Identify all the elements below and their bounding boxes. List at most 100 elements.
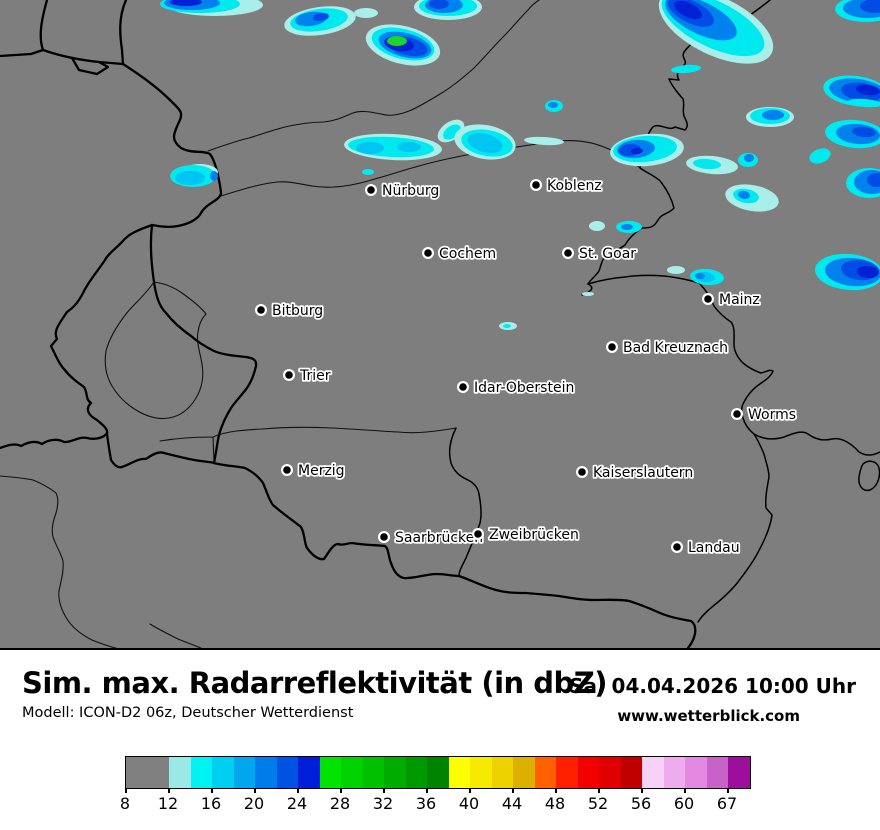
- legend-segment: [642, 757, 664, 788]
- city-label: Worms: [748, 407, 796, 423]
- legend-segment: [319, 757, 341, 788]
- radar-echo: [674, 0, 702, 20]
- website-url: www.wetterblick.com: [617, 707, 800, 725]
- radar-map: Nürburg Koblenz Cochem St. Goar Bitburg Mainz…: [0, 0, 880, 650]
- city-dot: [578, 468, 586, 476]
- city-label: Koblenz: [547, 178, 602, 194]
- radar-echo: [356, 142, 384, 154]
- legend-segment: [255, 757, 277, 788]
- radar-echo: [524, 136, 564, 146]
- city-label: Mainz: [719, 292, 760, 308]
- city-dot: [608, 343, 616, 351]
- legend-tick-label: 52: [587, 794, 609, 813]
- city-label: Bitburg: [272, 303, 323, 319]
- radar-echo: [210, 171, 218, 181]
- radar-echo: [738, 190, 750, 200]
- legend-tick-label: 48: [544, 794, 566, 813]
- city-label: Zweibrücken: [489, 527, 579, 543]
- radar-echo: [548, 102, 558, 108]
- legend-tick-mark: [598, 788, 600, 793]
- radar-echo: [631, 147, 643, 155]
- border-path: [121, 62, 223, 228]
- legend-segment: [513, 757, 535, 788]
- legend-tick-mark: [684, 788, 686, 793]
- border-path: [207, 0, 540, 152]
- radar-echo: [354, 8, 378, 18]
- legend-segment: [620, 757, 642, 788]
- legend-segment: [448, 757, 470, 788]
- border-path: [149, 623, 203, 648]
- city-dot: [380, 533, 388, 541]
- border-path: [104, 281, 207, 420]
- radar-echo: [387, 36, 407, 46]
- legend-tick-mark: [383, 788, 385, 793]
- legend-tick-label: 12: [157, 794, 179, 813]
- legend-tick-label: 32: [372, 794, 394, 813]
- legend-segment: [126, 757, 169, 788]
- legend-segment: [276, 757, 298, 788]
- city-label: Kaiserslautern: [593, 465, 693, 481]
- city-label: Bad Kreuznach: [623, 340, 728, 356]
- border-path: [587, 274, 774, 623]
- legend-segment: [556, 757, 578, 788]
- title-bar: Sim. max. Radarreflektivität (in dbZ) Mo…: [0, 650, 880, 742]
- border-path: [105, 431, 216, 469]
- legend-tick-label: 56: [630, 794, 652, 813]
- legend-segment: [706, 757, 728, 788]
- radar-echo: [671, 64, 701, 74]
- city-dot: [532, 181, 540, 189]
- legend-tick-label: 40: [458, 794, 480, 813]
- city-label: Cochem: [439, 246, 496, 262]
- city-label: Idar-Oberstein: [474, 380, 574, 396]
- city-dot: [283, 466, 291, 474]
- radar-echo: [621, 224, 633, 230]
- legend-segment: [362, 757, 384, 788]
- legend-tick-mark: [512, 788, 514, 793]
- legend-segment: [427, 757, 449, 788]
- radar-echo: [809, 148, 831, 164]
- legend-tick-label: 16: [200, 794, 222, 813]
- legend-segment: [534, 757, 556, 788]
- radar-echo: [667, 266, 685, 274]
- radar-echo: [175, 171, 205, 185]
- legend-segment: [298, 757, 320, 788]
- legend-tick-mark: [211, 788, 213, 793]
- legend-tick-label: 8: [119, 794, 131, 813]
- border-path: [448, 427, 482, 577]
- legend-segment: [212, 757, 234, 788]
- legend-tick-mark: [297, 788, 299, 793]
- radar-echo: [857, 265, 879, 279]
- legend-segment: [663, 757, 685, 788]
- radar-echo: [852, 126, 876, 138]
- radar-echo: [695, 272, 705, 280]
- forecast-datetime: Sa, 04.04.2026 10:00 Uhr: [569, 674, 856, 698]
- city-dot: [367, 186, 375, 194]
- color-scale-bar: [125, 756, 751, 789]
- legend-tick-label: 60: [673, 794, 695, 813]
- city-label: Trier: [299, 368, 331, 384]
- radar-echo: [429, 0, 449, 9]
- legend-segment: [384, 757, 406, 788]
- legend-tick-mark: [340, 788, 342, 793]
- legend-segment: [491, 757, 513, 788]
- map-background: [0, 0, 880, 648]
- border-path: [0, 475, 118, 648]
- city-label: St. Goar: [579, 246, 636, 262]
- border-path: [858, 460, 880, 492]
- city-dot: [459, 383, 467, 391]
- legend-segment: [685, 757, 707, 788]
- border-path: [212, 461, 697, 648]
- legend-segment: [599, 757, 621, 788]
- legend-segment: [190, 757, 212, 788]
- radar-echo: [582, 292, 594, 296]
- radar-echo: [170, 0, 202, 6]
- radar-echo: [313, 12, 329, 22]
- radar-echo: [848, 98, 880, 108]
- legend-tick-label: 24: [286, 794, 308, 813]
- radar-echo: [397, 142, 421, 152]
- legend-segment: [169, 757, 191, 788]
- legend-tick-mark: [426, 788, 428, 793]
- border-path: [119, 0, 128, 66]
- legend-segment: [728, 757, 750, 788]
- radar-echo: [744, 154, 754, 162]
